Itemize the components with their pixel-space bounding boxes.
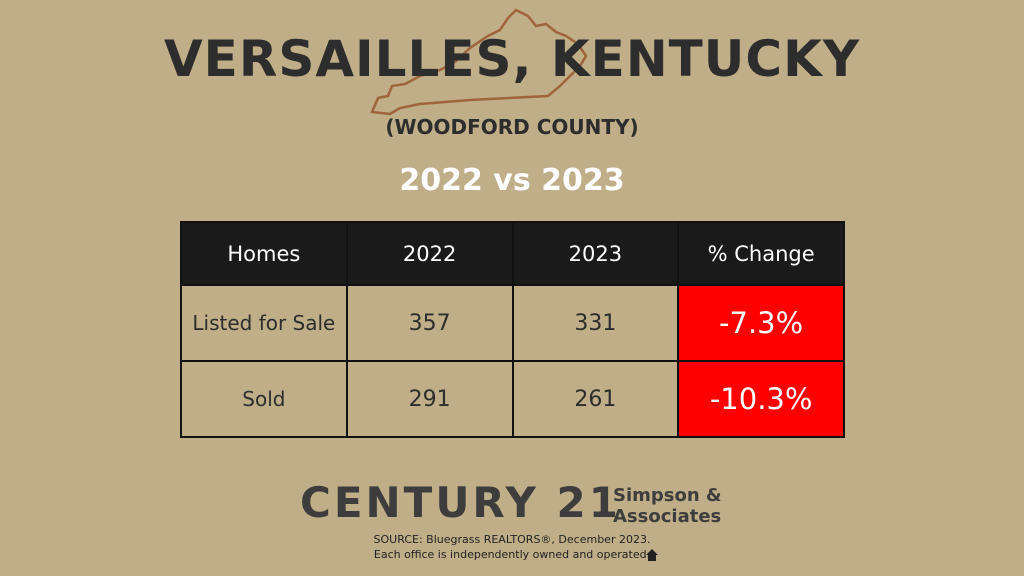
cell: 331 [511,284,680,362]
cell: 261 [511,360,680,438]
brand-logo: CENTURY 21 [300,478,621,527]
office-name: Associates [613,506,722,527]
column-header: Homes [180,221,348,286]
change-cell: -7.3% [677,284,845,362]
header-row: Homes 2022 2023 % Change [180,221,845,286]
cell: 291 [345,360,514,438]
equal-housing-icon [646,549,658,561]
comparison: 2022 vs 2023 [399,163,625,198]
row-label: Listed for Sale [180,284,348,362]
subtitle: (WOODFORD COUNTY) [385,115,639,139]
disclaimer: Each office is independently owned and o… [373,548,651,561]
column-header: 2023 [511,221,680,286]
row: Listed for Sale 357 331 -7.3% [180,284,845,362]
kentucky-outline [370,8,588,116]
row-label: Sold [180,360,348,438]
office-name: Simpson & [613,485,722,506]
column-header: 2022 [345,221,514,286]
source: SOURCE: Bluegrass REALTORS®, December 20… [373,533,651,546]
row: Sold 291 261 -10.3% [180,360,845,438]
column-header: % Change [677,221,845,286]
change-cell: -10.3% [677,360,845,438]
data-table: Homes 2022 2023 % Change Listed for Sale… [180,221,845,438]
title: VERSAILLES, KENTUCKY [163,30,861,88]
cell: 357 [345,284,514,362]
